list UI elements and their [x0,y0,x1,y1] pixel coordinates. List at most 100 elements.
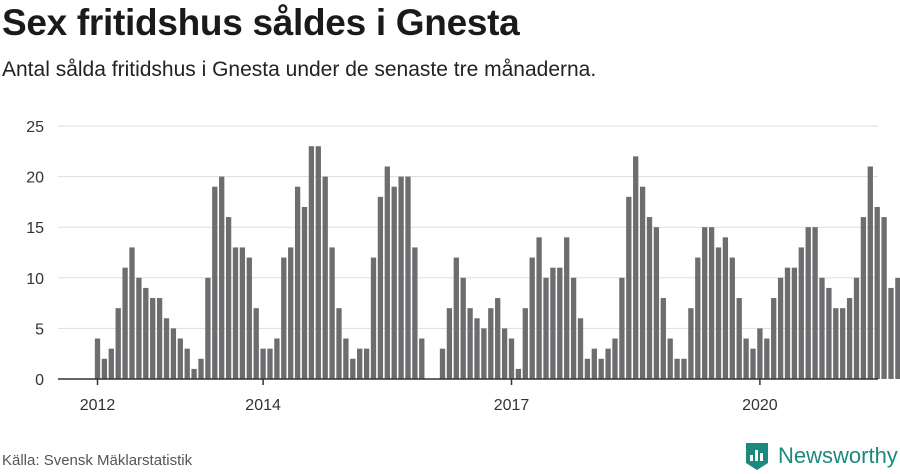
bar [481,328,487,379]
bar [108,348,114,379]
bar [639,186,646,379]
bar [764,338,770,379]
bar [301,206,308,379]
bar [791,267,798,379]
y-tick-label: 25 [26,119,44,136]
bar [377,196,384,379]
bar [570,277,577,379]
bar [170,328,177,379]
bar [163,318,170,379]
bar [605,348,611,379]
x-tick-label: 2014 [245,397,281,414]
chart-subtitle: Antal sålda fritidshus i Gnesta under de… [2,58,597,81]
bar [577,318,584,379]
bar [840,308,846,379]
x-tick-label: 2012 [80,397,116,414]
bar [819,277,825,379]
source-note: Källa: Svensk Mäklarstatistik [2,452,193,469]
bar [619,277,625,379]
y-tick-label: 0 [35,372,44,389]
brand-logo[interactable]: Newsworthy [744,440,898,472]
bar [515,368,522,379]
bar [564,237,570,379]
bar [598,358,604,379]
bar [156,298,163,379]
bar [205,277,211,379]
bar [219,176,225,379]
bar [274,338,280,379]
bar [805,227,811,379]
bar [888,287,894,379]
bar [501,328,508,379]
bar [453,257,459,379]
bar [646,217,653,379]
bar [232,247,239,379]
bar [846,298,853,379]
bar [267,348,273,379]
bar [688,308,694,379]
bar [253,308,259,379]
y-tick-label: 10 [26,271,44,288]
bar [674,358,680,379]
bar [550,267,556,379]
y-tick-label: 5 [35,321,44,338]
bar [812,227,818,379]
bar [177,338,183,379]
bar [439,348,446,379]
y-tick-label: 20 [26,170,44,187]
bar [667,338,673,379]
bar [260,348,266,379]
bar [543,277,549,379]
bar [653,227,660,379]
bar [150,298,156,379]
bar [626,196,632,379]
chart-title: Sex fritidshus såldes i Gnesta [2,2,520,43]
bar [522,308,528,379]
bar [536,237,542,379]
bar [246,257,252,379]
bar [591,348,597,379]
bar [412,247,418,379]
bar [833,308,839,379]
bar [695,257,701,379]
bar [702,227,708,379]
bar [474,318,480,379]
bar [633,156,639,379]
bar [143,287,149,379]
bar [784,267,791,379]
bar [557,267,563,379]
bar [370,257,377,379]
brand-name: Newsworthy [778,443,898,468]
bar [736,298,742,379]
bar [508,338,515,379]
bar [191,368,197,379]
bar [329,247,335,379]
bar [743,338,749,379]
bar [467,308,473,379]
bar [529,257,535,379]
bar [798,247,804,379]
bar [398,176,404,379]
bar [405,176,411,379]
bar [391,186,397,379]
bar [101,358,108,379]
bar [612,338,618,379]
bar [115,308,121,379]
bar [281,257,287,379]
bar [198,358,204,379]
bar [729,257,735,379]
bar [895,277,900,379]
bar [357,348,363,379]
bar [750,348,756,379]
bar-chart: 0510152025201220142017202020226 [26,119,900,414]
bar [446,308,453,379]
bar [495,298,501,379]
bar [777,277,784,379]
bar [681,358,687,379]
bar [660,298,666,379]
newsworthy-logo-icon [746,443,768,470]
bar [757,328,763,379]
bar [225,217,232,379]
x-tick-label: 2020 [742,397,778,414]
bar [384,166,390,379]
